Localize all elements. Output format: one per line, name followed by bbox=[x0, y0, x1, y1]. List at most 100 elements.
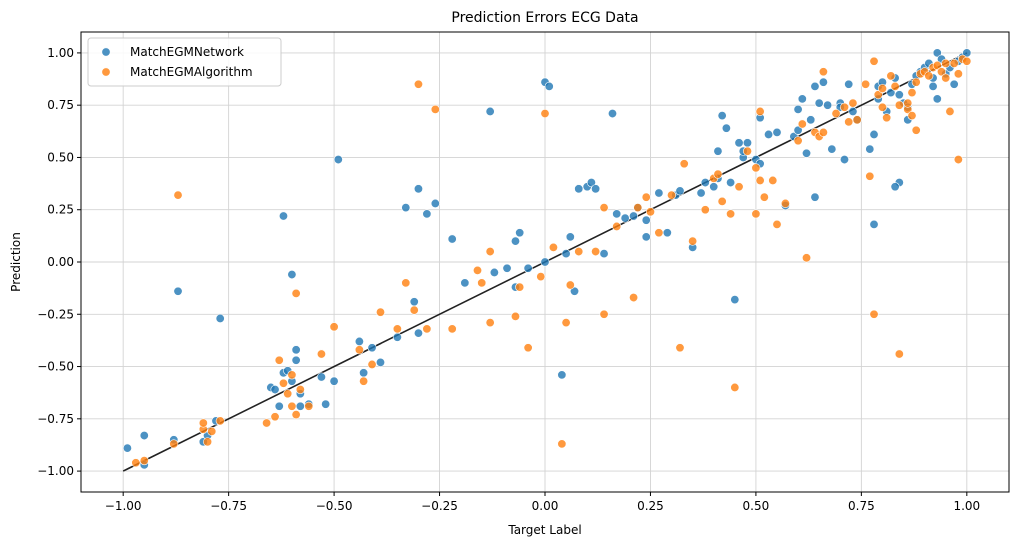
scatter-point bbox=[645, 207, 655, 217]
scatter-point bbox=[768, 175, 778, 185]
scatter-point bbox=[477, 278, 487, 288]
x-tick-label: −1.00 bbox=[105, 499, 142, 513]
scatter-point bbox=[489, 267, 499, 277]
scatter-point bbox=[607, 109, 617, 119]
scatter-point bbox=[367, 343, 377, 353]
scatter-point bbox=[894, 349, 904, 359]
scatter-point bbox=[574, 247, 584, 257]
legend-marker bbox=[101, 47, 111, 57]
scatter-point bbox=[932, 48, 942, 58]
scatter-point bbox=[844, 117, 854, 127]
scatter-point bbox=[717, 111, 727, 121]
scatter-point bbox=[291, 355, 301, 365]
scatter-point bbox=[932, 60, 942, 70]
legend-frame bbox=[87, 37, 282, 87]
scatter-point bbox=[392, 324, 402, 334]
scatter-point bbox=[447, 324, 457, 334]
scatter-point bbox=[561, 249, 571, 259]
scatter-point bbox=[629, 293, 639, 303]
scatter-point bbox=[827, 144, 837, 154]
scatter-point bbox=[375, 307, 385, 317]
scatter-point bbox=[447, 234, 457, 244]
scatter-point bbox=[591, 247, 601, 257]
scatter-point bbox=[422, 209, 432, 219]
scatter-point bbox=[540, 109, 550, 119]
scatter-point bbox=[831, 109, 841, 119]
scatter-point bbox=[675, 186, 685, 196]
scatter-point bbox=[544, 81, 554, 91]
scatter-point bbox=[510, 311, 520, 321]
scatter-point bbox=[295, 385, 305, 395]
scatter-point bbox=[654, 228, 664, 238]
scatter-point bbox=[823, 100, 833, 110]
scatter-point bbox=[759, 192, 769, 202]
scatter-point bbox=[599, 309, 609, 319]
scatter-point bbox=[848, 98, 858, 108]
scatter-point bbox=[793, 104, 803, 114]
scatter-point bbox=[304, 401, 314, 411]
scatter-point bbox=[730, 295, 740, 305]
scatter-point bbox=[962, 56, 972, 66]
scatter-point bbox=[641, 232, 651, 242]
scatter-point bbox=[485, 318, 495, 328]
scatter-point bbox=[139, 456, 149, 466]
y-tick-label: −0.50 bbox=[37, 360, 74, 374]
scatter-point bbox=[215, 416, 225, 426]
scatter-point bbox=[662, 228, 672, 238]
scatter-point bbox=[278, 378, 288, 388]
scatter-point bbox=[321, 399, 331, 409]
scatter-point bbox=[877, 83, 887, 93]
y-tick-label: −0.25 bbox=[37, 307, 74, 321]
scatter-point bbox=[848, 106, 858, 116]
scatter-point bbox=[291, 410, 301, 420]
scatter-point bbox=[890, 182, 900, 192]
scatter-point bbox=[359, 376, 369, 386]
scatter-point bbox=[755, 175, 765, 185]
scatter-point bbox=[375, 357, 385, 367]
scatter-point bbox=[485, 106, 495, 116]
scatter-point bbox=[612, 221, 622, 231]
scatter-point bbox=[949, 79, 959, 89]
scatter-point bbox=[329, 376, 339, 386]
y-tick-label: −0.75 bbox=[37, 412, 74, 426]
scatter-point bbox=[869, 309, 879, 319]
scatter-point bbox=[287, 270, 297, 280]
scatter-point bbox=[316, 372, 326, 382]
scatter-point bbox=[430, 198, 440, 208]
scatter-point bbox=[274, 355, 284, 365]
scatter-point bbox=[287, 370, 297, 380]
scatter-point bbox=[633, 203, 643, 213]
y-axis-label: Prediction bbox=[9, 232, 23, 292]
scatter-point bbox=[734, 182, 744, 192]
scatter-point bbox=[173, 190, 183, 200]
scatter-point bbox=[742, 138, 752, 148]
scatter-point bbox=[283, 389, 293, 399]
scatter-point bbox=[688, 236, 698, 246]
scatter-point bbox=[865, 144, 875, 154]
scatter-point bbox=[730, 382, 740, 392]
scatter-point bbox=[641, 215, 651, 225]
chart-title: Prediction Errors ECG Data bbox=[451, 10, 638, 26]
scatter-point bbox=[713, 146, 723, 156]
scatter-point bbox=[409, 297, 419, 307]
scatter-point bbox=[460, 278, 470, 288]
scatter-point bbox=[772, 219, 782, 229]
x-tick-label: 1.00 bbox=[953, 499, 980, 513]
x-tick-label: −0.25 bbox=[421, 499, 458, 513]
scatter-point bbox=[354, 336, 364, 346]
legend-label: MatchEGMNetwork bbox=[130, 45, 244, 59]
y-tick-label: 0.00 bbox=[47, 255, 74, 269]
x-tick-label: −0.75 bbox=[210, 499, 247, 513]
scatter-point bbox=[565, 280, 575, 290]
scatter-point bbox=[291, 345, 301, 355]
scatter-point bbox=[802, 253, 812, 263]
scatter-point bbox=[557, 370, 567, 380]
scatter-point bbox=[515, 282, 525, 292]
scatter-point bbox=[802, 148, 812, 158]
scatter-point bbox=[548, 242, 558, 252]
scatter-point bbox=[392, 332, 402, 342]
scatter-point bbox=[620, 213, 630, 223]
x-axis-label: Target Label bbox=[507, 523, 581, 537]
